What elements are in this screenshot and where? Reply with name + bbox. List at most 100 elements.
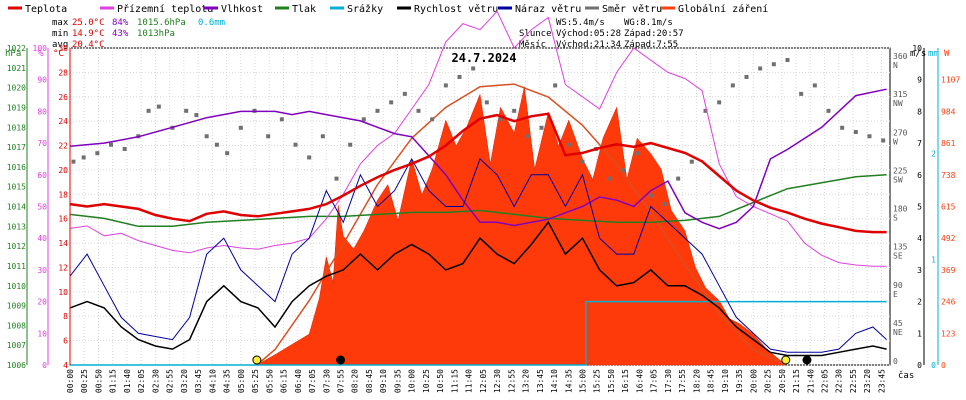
legend-label: Přízemní teplota <box>117 3 213 15</box>
wind-direction-point <box>238 125 243 130</box>
x-tick-label: 04:35 <box>223 369 232 393</box>
axis-tick-label: 1014 <box>7 203 26 212</box>
axis-tick-label: 1013 <box>7 222 26 231</box>
series-global-radiation <box>256 86 787 366</box>
x-tick-label: 21:15 <box>792 369 801 393</box>
wind-direction-point <box>826 108 831 113</box>
x-tick-label: 01:15 <box>109 369 118 393</box>
unit-mm: mm <box>928 49 939 59</box>
axis-tick-label: 738 <box>941 171 956 180</box>
axis-tick-label: 225 <box>893 166 908 175</box>
info-block: WS:5.4m/s WG:8.1m/s Slunce Východ:05:28 … <box>519 18 684 50</box>
wind-direction-point <box>498 117 503 122</box>
sunrise-marker <box>252 355 262 365</box>
wind-direction-point <box>320 134 325 139</box>
wind-direction-point <box>867 134 872 139</box>
x-tick-label: 00:00 <box>66 369 75 393</box>
axis-tick-label: S <box>893 214 898 223</box>
axis-wind-speed: 0 1 2 3 4 5 6 7 8 9 10 <box>912 44 925 370</box>
x-tick-label: 17:55 <box>678 369 687 393</box>
series-temperature <box>69 112 887 234</box>
legend-label: Globální záření <box>678 3 768 15</box>
wind-direction-point <box>730 83 735 88</box>
x-tick-label: 01:40 <box>123 369 132 393</box>
x-tick-label: 15:00 <box>579 369 588 393</box>
wind-direction-point <box>416 108 421 113</box>
series-clear-sky-radiation <box>256 83 787 366</box>
axis-tick-label: 360 <box>893 52 908 61</box>
axis-tick-label: 315 <box>893 90 908 99</box>
axis-tick-label: 0 <box>42 361 47 370</box>
axis-tick-label: 40 <box>37 234 47 243</box>
axis-tick-label: 1012 <box>7 242 26 251</box>
stats-max-rain: 0.6mm <box>198 18 225 28</box>
axis-tick-label: 9 <box>917 76 922 85</box>
x-tick-label: 17:30 <box>664 369 673 393</box>
series-wind-speed <box>69 220 887 357</box>
x-tick-label: 02:05 <box>137 369 146 393</box>
legend-item-wind-speed: Rychlost větru <box>397 3 498 15</box>
axis-units: hPa % °C m/s mm W <box>5 49 950 59</box>
x-tick-label: 05:25 <box>251 369 260 393</box>
wind-direction-point <box>484 100 489 105</box>
moonset-marker <box>336 355 346 365</box>
x-tick-label: 18:45 <box>707 369 716 393</box>
x-tick-label: 19:35 <box>735 369 744 393</box>
axis-tick-label: 5 <box>917 203 922 212</box>
stats-block: max 25.0°C 84% 1015.6hPa 0.6mm min 14.9°… <box>52 18 225 50</box>
wind-direction-point <box>580 159 585 164</box>
wind-direction-point <box>648 193 653 198</box>
wind-direction-point <box>771 62 776 67</box>
axis-tick-label: 1 <box>931 255 936 264</box>
axis-tick-label: 123 <box>941 329 956 338</box>
x-tick-label: 12:55 <box>507 369 516 393</box>
x-tick-label: 05:50 <box>265 369 274 393</box>
info-wind-speed: WS:5.4m/s <box>556 18 605 28</box>
legend-label: Vlhkost <box>221 4 263 15</box>
axis-tick-label: 1021 <box>7 64 26 73</box>
axis-tick-label: 1022 <box>7 44 26 53</box>
axis-tick-label: 6 <box>917 171 922 180</box>
x-tick-label: 16:40 <box>635 369 644 393</box>
wind-direction-point <box>266 134 271 139</box>
wind-direction-point <box>662 202 667 207</box>
axis-tick-label: 615 <box>941 203 956 212</box>
axis-tick-label: 1017 <box>7 143 26 152</box>
axis-tick-label: 10 <box>58 288 68 297</box>
info-moonrise: Východ:21:34 <box>556 40 621 50</box>
stats-min-humidity: 43% <box>112 29 129 39</box>
info-sun-label: Slunce <box>519 29 552 39</box>
wind-direction-point <box>225 151 230 156</box>
legend-label: Rychlost větru <box>414 3 498 15</box>
axis-tick-label: 3 <box>917 266 922 275</box>
info-wind-gust: WG:8.1m/s <box>624 18 673 28</box>
stats-min-temp: 14.9°C <box>72 29 105 39</box>
axis-tick-label: 270 <box>893 128 908 137</box>
wind-direction-point <box>525 134 530 139</box>
legend-item-ground-temperature: Přízemní teplota <box>100 3 213 15</box>
x-tick-label: 08:45 <box>365 369 374 393</box>
stats-avg-temp: 20.4°C <box>72 40 105 50</box>
legend-item-wind-direction: Směr větru <box>585 3 662 15</box>
wind-direction-point <box>204 134 209 139</box>
axis-tick-label: 135 <box>893 243 908 252</box>
axis-tick-label: SW <box>893 175 903 184</box>
x-tick-label: 06:15 <box>280 369 289 393</box>
x-tick-label: 00:50 <box>95 369 104 393</box>
x-tick-label: 07:30 <box>322 369 331 393</box>
wind-direction-point <box>812 83 817 88</box>
x-tick-label: 22:05 <box>821 369 830 393</box>
stats-max-pressure: 1015.6hPa <box>137 18 186 28</box>
x-tick-label: 02:30 <box>151 369 160 393</box>
stats-max-label: max <box>52 18 69 28</box>
wind-direction-point <box>881 138 886 143</box>
wind-direction-point <box>676 176 681 181</box>
wind-direction-point <box>214 142 219 147</box>
axis-tick-label: 90 <box>37 76 47 85</box>
axis-radiation: 0 123 246 369 492 615 738 861 984 1107 <box>941 76 960 370</box>
axis-tick-label: 369 <box>941 266 956 275</box>
axis-tick-label: 50 <box>37 203 47 212</box>
axis-tick-label: 100 <box>33 44 48 53</box>
legend-item-temperature: Teplota <box>8 4 67 15</box>
